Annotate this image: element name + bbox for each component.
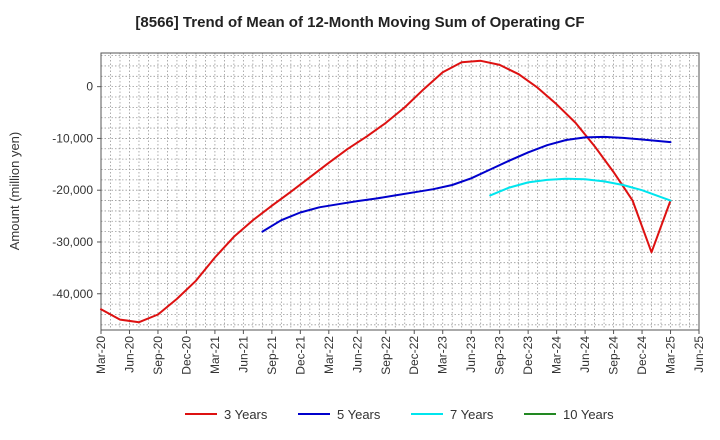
x-tick-label: Jun-22 [350, 336, 364, 373]
x-tick-label: Dec-22 [407, 336, 421, 375]
horizontal-gridlines [101, 55, 699, 326]
x-tick-label: Jun-25 [692, 336, 706, 373]
y-tick-label: -40,000 [52, 287, 93, 301]
series-lines [100, 59, 672, 324]
x-axis-ticks: Mar-20 Jun-20 Sep-20 Dec-20 Mar-21 Jun-21 Sep-… [94, 330, 706, 375]
chart-title: [8566] Trend of Mean of 12-Month Moving … [135, 14, 584, 31]
x-tick-label: Sep-23 [493, 336, 507, 375]
x-tick-label: Mar-22 [322, 336, 336, 374]
plot-frame [100, 52, 700, 331]
x-tick-label: Jun-23 [464, 336, 478, 373]
x-tick-label: Mar-21 [208, 336, 222, 374]
y-tick-label: -20,000 [52, 183, 93, 197]
y-tick-label: -30,000 [52, 235, 93, 249]
x-tick-label: Mar-20 [94, 336, 108, 374]
legend-label: 10 Years [563, 407, 614, 422]
y-axis-ticks: 0 -10,000 -20,000 -30,000 -40,000 [52, 80, 101, 301]
series-line-3-years [100, 59, 672, 324]
x-tick-label: Mar-23 [436, 336, 450, 374]
x-tick-label: Sep-21 [265, 336, 279, 375]
plot-area [100, 52, 700, 331]
x-tick-label: Sep-22 [379, 336, 393, 375]
y-tick-label: 0 [86, 80, 93, 94]
x-tick-label: Jun-21 [236, 336, 250, 373]
x-tick-label: Dec-24 [635, 336, 649, 375]
x-tick-label: Mar-25 [664, 336, 678, 374]
vertical-gridlines [110, 53, 690, 330]
plot-background [101, 53, 699, 330]
x-tick-label: Jun-20 [122, 336, 136, 373]
legend-label: 3 Years [224, 407, 268, 422]
x-tick-label: Mar-24 [550, 336, 564, 374]
legend: 3 Years 5 Years 7 Years 10 Years [185, 407, 614, 422]
series-line-7-years [489, 177, 672, 202]
x-tick-label: Jun-24 [578, 336, 592, 373]
y-axis-label: Amount (million yen) [7, 132, 22, 251]
x-tick-label: Dec-23 [521, 336, 535, 375]
legend-label: 5 Years [337, 407, 381, 422]
x-tick-label: Sep-24 [607, 336, 621, 375]
x-tick-label: Dec-20 [179, 336, 193, 375]
y-tick-label: -10,000 [52, 131, 93, 145]
x-tick-label: Sep-20 [151, 336, 165, 375]
legend-label: 7 Years [450, 407, 494, 422]
series-line-5-years [261, 135, 672, 233]
x-tick-label: Dec-21 [293, 336, 307, 375]
